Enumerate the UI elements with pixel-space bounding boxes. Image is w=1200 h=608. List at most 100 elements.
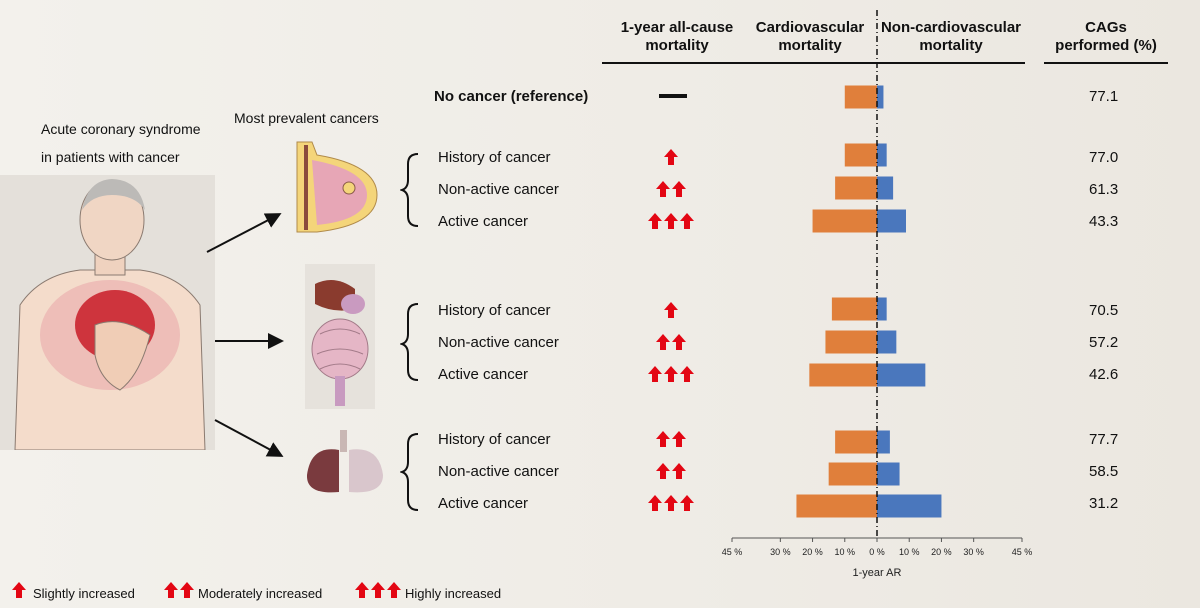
cags-value: 77.7 <box>1089 431 1119 448</box>
x-axis-label: 1-year AR <box>853 567 902 579</box>
row-label: Non-active cancer <box>438 463 559 480</box>
header-cags-line2: performed (%) <box>1055 37 1157 54</box>
increase-arrow <box>664 149 678 165</box>
increase-arrow <box>680 495 694 511</box>
row-label: History of cancer <box>438 149 551 166</box>
cardio-bar <box>831 297 877 321</box>
organ-pointer-arrows <box>206 213 284 457</box>
arrow-to-lung <box>214 419 284 457</box>
increase-arrow <box>656 431 670 447</box>
mortality-arrows <box>648 494 700 519</box>
brace-lung <box>400 433 419 511</box>
brace-digestive <box>400 303 419 381</box>
increase-arrow <box>648 495 662 511</box>
figure-title-line1: Acute coronary syndrome <box>41 121 201 137</box>
lung-illustration <box>306 430 383 493</box>
digestive-illustration <box>305 264 375 409</box>
legend-slight-label: Slightly increased <box>33 586 135 601</box>
x-tick-label: 30 % <box>963 547 984 557</box>
header-all-cause-line1: 1-year all-cause <box>620 19 734 36</box>
cags-value: 61.3 <box>1089 181 1119 198</box>
cardio-bar <box>825 330 877 354</box>
row-label: Active cancer <box>438 495 529 512</box>
row-label: Active cancer <box>438 213 529 230</box>
mortality-arrows <box>648 365 700 390</box>
intestine-folds <box>316 328 364 370</box>
right-lung <box>349 449 383 493</box>
left-lung <box>306 449 339 493</box>
x-tick-label: 20 % <box>931 547 952 557</box>
group-braces <box>400 153 419 511</box>
legend-moderate-label: Moderately increased <box>198 586 323 601</box>
cags-value: 31.2 <box>1089 495 1119 512</box>
increase-arrow <box>680 213 694 229</box>
header-cardio-underline <box>746 62 877 64</box>
x-tick-label: 30 % <box>770 547 791 557</box>
legend-high-label: Highly increased <box>405 586 502 601</box>
breast-gland <box>312 160 367 225</box>
x-tick-label: 0 % <box>869 547 885 557</box>
mortality-arrows <box>656 430 692 455</box>
noncardio-bar <box>877 297 887 321</box>
breast-illustration <box>296 141 378 233</box>
cags-value: 58.5 <box>1089 463 1119 480</box>
legend-arrows <box>12 582 401 598</box>
increase-arrow <box>672 181 686 197</box>
row-label: Active cancer <box>438 366 529 383</box>
increase-arrow <box>672 463 686 479</box>
header-cardio-line1: Cardiovascular <box>755 19 865 36</box>
patient-hair <box>82 179 145 210</box>
row-label: History of cancer <box>438 431 551 448</box>
noncardio-bar <box>877 462 900 486</box>
cardio-bar <box>835 176 877 200</box>
increase-arrow <box>664 495 678 511</box>
header-all-cause-line2: mortality <box>645 37 709 54</box>
noncardio-bar <box>877 209 906 233</box>
header-cardio-line2: mortality <box>778 37 842 54</box>
increase-arrow <box>672 431 686 447</box>
noncardio-bar <box>877 363 926 387</box>
x-tick-label: 20 % <box>802 547 823 557</box>
cardio-bar <box>809 363 877 387</box>
increase-arrow <box>680 366 694 382</box>
increase-arrow <box>656 334 670 350</box>
breast-nipple <box>342 181 356 195</box>
arrow-to-breast <box>206 213 282 253</box>
most-prevalent-label: Most prevalent cancers <box>234 110 379 126</box>
x-tick-label: 10 % <box>899 547 920 557</box>
legend-arrow-slight <box>12 582 26 598</box>
noncardio-bar <box>877 494 942 518</box>
cags-value: 77.0 <box>1089 149 1119 166</box>
cardio-bar <box>844 143 877 167</box>
mortality-arrows <box>648 212 700 237</box>
patient-hand <box>94 321 151 391</box>
row-label: History of cancer <box>438 302 551 319</box>
cags-value: 43.3 <box>1089 213 1119 230</box>
mortality-arrows <box>656 180 692 205</box>
noncardio-bar <box>877 330 897 354</box>
noncardio-bar <box>877 85 884 109</box>
legend-arrow-high <box>355 582 401 598</box>
cardio-bar <box>844 85 877 109</box>
header-all-cause: 1-year all-cause mortality <box>602 19 752 55</box>
patient-illustration <box>0 175 215 450</box>
header-cardio: Cardiovascular mortality <box>745 19 875 55</box>
noncardio-bar <box>877 430 890 454</box>
row-label: Non-active cancer <box>438 181 559 198</box>
x-tick-label: 45 % <box>722 547 743 557</box>
cardio-bar <box>835 430 877 454</box>
header-noncardio-underline <box>877 62 1025 64</box>
x-tick-label: 45 % <box>1012 547 1033 557</box>
mortality-arrows <box>656 462 692 487</box>
cardio-bar <box>796 494 877 518</box>
rectum <box>335 376 345 406</box>
header-cags-line1: CAGs <box>1085 19 1127 36</box>
cags-value: 57.2 <box>1089 334 1119 351</box>
increase-arrow <box>656 181 670 197</box>
stomach <box>341 294 365 314</box>
mortality-arrows <box>664 301 684 326</box>
header-cags: CAGs performed (%) <box>1042 19 1170 55</box>
cardio-bar <box>828 462 877 486</box>
header-noncardio-line2: mortality <box>919 37 983 54</box>
increase-arrow <box>672 334 686 350</box>
